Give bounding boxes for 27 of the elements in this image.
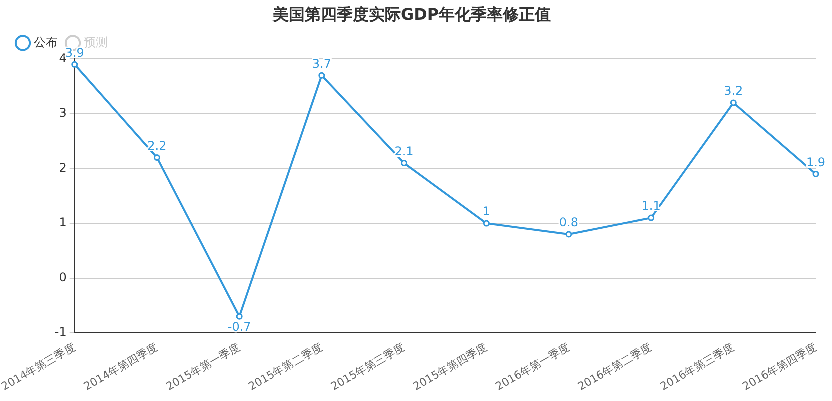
data-label: 1 bbox=[482, 204, 490, 219]
point bbox=[72, 61, 78, 68]
y-tick-label: -1 bbox=[54, 325, 67, 340]
chart-title: 美国第四季度实际GDP年化季率修正值 bbox=[272, 4, 552, 24]
data-label: 3.2 bbox=[724, 84, 744, 98]
data-label: 3.9 bbox=[65, 46, 84, 60]
data-label: 3.7 bbox=[312, 56, 332, 71]
point bbox=[730, 100, 737, 106]
y-tick-label: 0 bbox=[59, 270, 67, 284]
data-label: -0.7 bbox=[228, 320, 252, 334]
y-tick-label: 4 bbox=[59, 51, 67, 66]
data-label: 0.8 bbox=[559, 216, 579, 230]
point bbox=[318, 72, 326, 79]
y-tick-label: 2 bbox=[59, 160, 67, 175]
y-tick-label: 1 bbox=[59, 216, 67, 230]
y-tick-label: 3 bbox=[59, 106, 67, 120]
data-label: 2.1 bbox=[394, 144, 414, 158]
point bbox=[154, 154, 160, 162]
data-label: 1.9 bbox=[806, 155, 826, 170]
point bbox=[812, 170, 820, 178]
point bbox=[483, 220, 490, 227]
point bbox=[401, 160, 408, 167]
point bbox=[566, 231, 572, 238]
data-label: 1.1 bbox=[642, 199, 661, 214]
legend-label: 公布 bbox=[34, 35, 58, 50]
point bbox=[236, 313, 243, 320]
point bbox=[648, 214, 655, 222]
